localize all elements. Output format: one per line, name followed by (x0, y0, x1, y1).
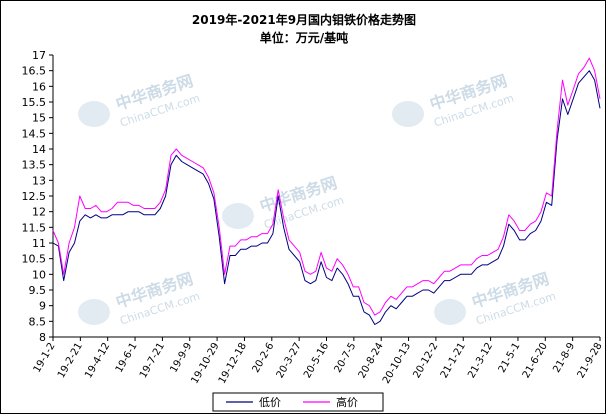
y-tick-label: 15.5 (22, 96, 47, 109)
watermark-globe-icon (434, 299, 466, 325)
x-tick-label: 19-6-1 (114, 341, 140, 375)
x-tick-label: 20-5-16 (302, 341, 331, 380)
x-tick-label: 19-1-2 (32, 341, 58, 375)
y-tick-label: 9.5 (29, 284, 47, 297)
series-line-low (52, 70, 601, 325)
y-tick-label: 8 (39, 331, 46, 344)
y-tick-label: 10 (32, 268, 46, 281)
x-tick-label: 19-12-18 (217, 341, 249, 386)
y-tick-label: 12.5 (22, 190, 47, 203)
y-tick-label: 9 (39, 300, 46, 313)
y-tick-label: 13 (32, 174, 46, 187)
y-tick-label: 13.5 (22, 159, 47, 172)
x-tick-label: 19-2-21 (56, 341, 85, 380)
x-tick-label: 20-12-2 (411, 341, 440, 380)
legend-box (212, 392, 384, 412)
x-tick-label: 21-1-21 (439, 341, 468, 380)
x-tick-label: 21-6-20 (521, 341, 550, 380)
y-tick-label: 8.5 (29, 315, 47, 328)
x-tick-label: 21-3-12 (466, 341, 495, 380)
y-tick-label: 14.5 (22, 127, 47, 140)
y-tick-label: 16.5 (22, 65, 47, 78)
y-tick-label: 17 (32, 49, 46, 62)
watermark-globe-icon (392, 101, 424, 127)
x-tick-label: 20-2-6 (251, 341, 277, 375)
y-tick-label: 12 (32, 206, 46, 219)
x-tick-label: 19-9-9 (168, 341, 194, 375)
series-line-high (52, 57, 601, 316)
y-tick-label: 15 (32, 112, 46, 125)
watermark-globe-icon (78, 299, 110, 325)
x-tick-label: 19-7-21 (138, 341, 167, 380)
x-tick-label: 21-8-9 (551, 341, 577, 375)
watermark-globe-icon (222, 203, 254, 229)
y-tick-label: 16 (32, 80, 46, 93)
x-tick-label: 21-9-28 (576, 341, 605, 380)
x-tick-label: 21-5-1 (497, 341, 523, 375)
y-tick-label: 11.5 (22, 221, 47, 234)
legend-label-low: 低价 (259, 396, 281, 409)
x-tick-label: 19-4-12 (83, 341, 112, 380)
x-tick-label: 20-8-24 (357, 341, 386, 380)
legend-label-high: 高价 (336, 395, 358, 409)
x-tick-label: 20-10-13 (381, 341, 413, 386)
legend: 低价 高价 (212, 392, 384, 412)
x-tick-label: 20-3-27 (275, 341, 304, 380)
y-tick-label: 11 (32, 237, 46, 250)
series-lines (52, 57, 601, 325)
y-axis-ticks: 8 8.5 9 9.5 10 10.5 11 11.5 12 12.5 13 13.5 14 14.5 15… (22, 49, 53, 344)
x-tick-label: 20-7-5 (333, 341, 359, 375)
chart-title: 2019年-2021年9月国内钼铁价格走势图 (191, 13, 417, 27)
chart-subtitle: 单位：万元/基吨 (259, 31, 349, 45)
y-tick-label: 14 (32, 143, 46, 156)
watermark-globe-icon (78, 101, 110, 127)
y-tick-label: 10.5 (22, 253, 47, 266)
